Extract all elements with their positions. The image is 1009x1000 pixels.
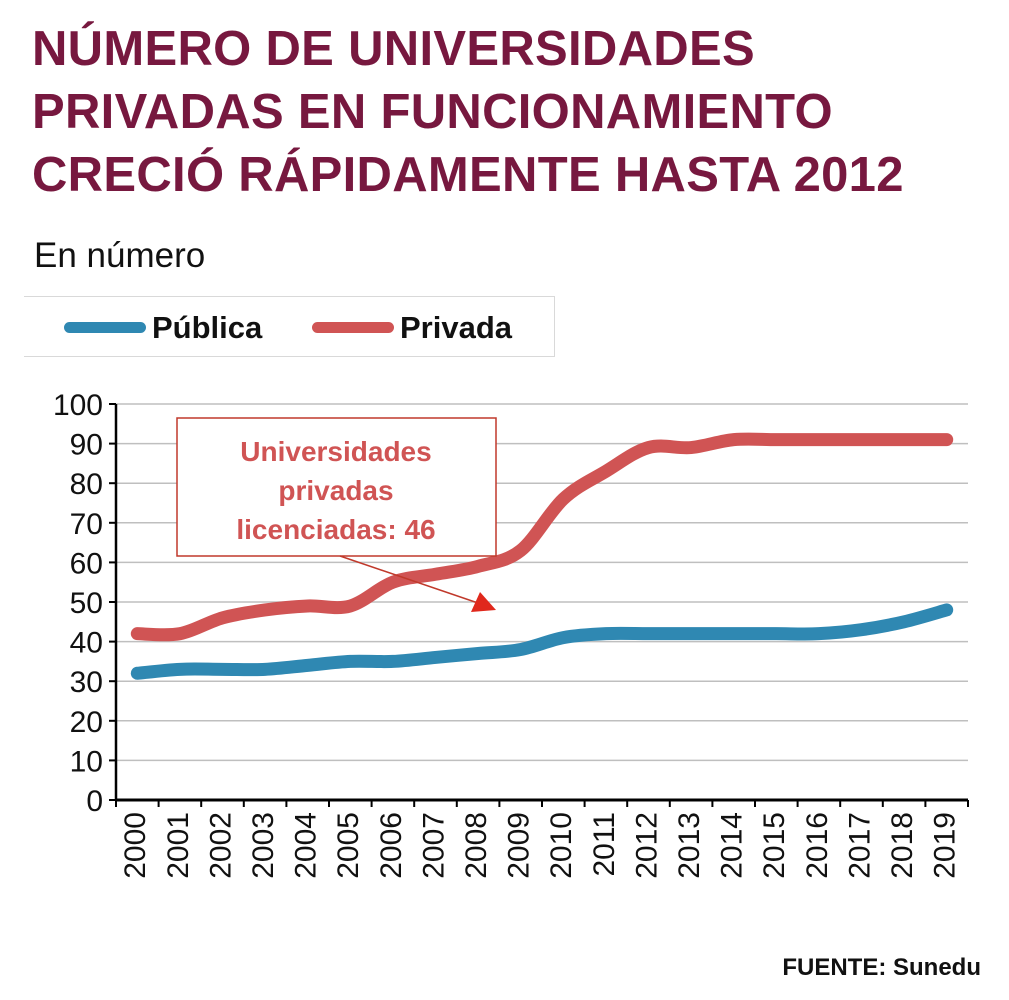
x-tick-label: 2005 xyxy=(332,812,365,879)
legend-label-publica: Pública xyxy=(152,309,263,345)
x-tick-label: 2007 xyxy=(417,812,450,879)
legend-item-privada: Privada xyxy=(312,297,512,358)
legend: Pública Privada xyxy=(24,296,555,357)
x-tick-label: 2002 xyxy=(204,812,237,879)
x-tick-label: 2014 xyxy=(716,812,749,879)
series-line-privada xyxy=(130,432,954,642)
x-tick-label: 2010 xyxy=(545,812,578,879)
y-tick-label: 10 xyxy=(70,745,103,778)
annotation-text-line: privadas xyxy=(278,475,393,506)
source-note: FUENTE: Sunedu xyxy=(782,954,981,981)
y-tick-label: 40 xyxy=(70,627,103,660)
y-tick-label: 60 xyxy=(70,547,103,580)
x-tick-label: 2013 xyxy=(673,812,706,879)
x-tick-label: 2011 xyxy=(588,812,621,877)
annotation-box xyxy=(176,417,497,557)
annotation-text-line: Universidades xyxy=(240,436,431,467)
y-tick-label: 70 xyxy=(70,508,103,541)
legend-label-privada: Privada xyxy=(400,309,513,345)
x-tick-label: 2012 xyxy=(630,812,663,879)
y-tick-label: 80 xyxy=(70,468,103,501)
x-tick-label: 2003 xyxy=(247,812,280,879)
y-tick-label: 50 xyxy=(70,587,103,620)
chart-title: NÚMERO DE UNIVERSIDADES PRIVADAS EN FUNC… xyxy=(32,22,904,202)
y-tick-label: 0 xyxy=(86,785,103,818)
y-tick-label: 100 xyxy=(53,389,103,422)
x-tick-label: 2000 xyxy=(119,812,152,879)
legend-item-publica: Pública xyxy=(64,297,262,358)
x-tick-label: 2006 xyxy=(375,812,408,879)
x-tick-label: 2018 xyxy=(886,812,919,879)
x-tick-label: 2004 xyxy=(290,812,323,879)
x-tick-label: 2001 xyxy=(162,812,195,879)
legend-swatch-privada xyxy=(312,322,394,333)
legend-swatch-publica xyxy=(64,322,146,333)
chart-subtitle: En número xyxy=(34,236,206,275)
x-tick-label: 2015 xyxy=(758,812,791,879)
x-tick-label: 2017 xyxy=(843,812,876,879)
x-tick-label: 2019 xyxy=(929,812,962,879)
series-line-publica xyxy=(130,603,954,680)
y-tick-label: 20 xyxy=(70,706,103,739)
x-tick-label: 2008 xyxy=(460,812,493,879)
x-tick-label: 2016 xyxy=(801,812,834,879)
y-tick-label: 90 xyxy=(70,429,103,462)
annotation-text-line: licenciadas: 46 xyxy=(236,514,435,545)
annotation-arrowhead xyxy=(471,592,496,612)
x-tick-label: 2009 xyxy=(503,812,536,879)
y-tick-label: 30 xyxy=(70,666,103,699)
annotation-arrow-line xyxy=(339,555,479,604)
